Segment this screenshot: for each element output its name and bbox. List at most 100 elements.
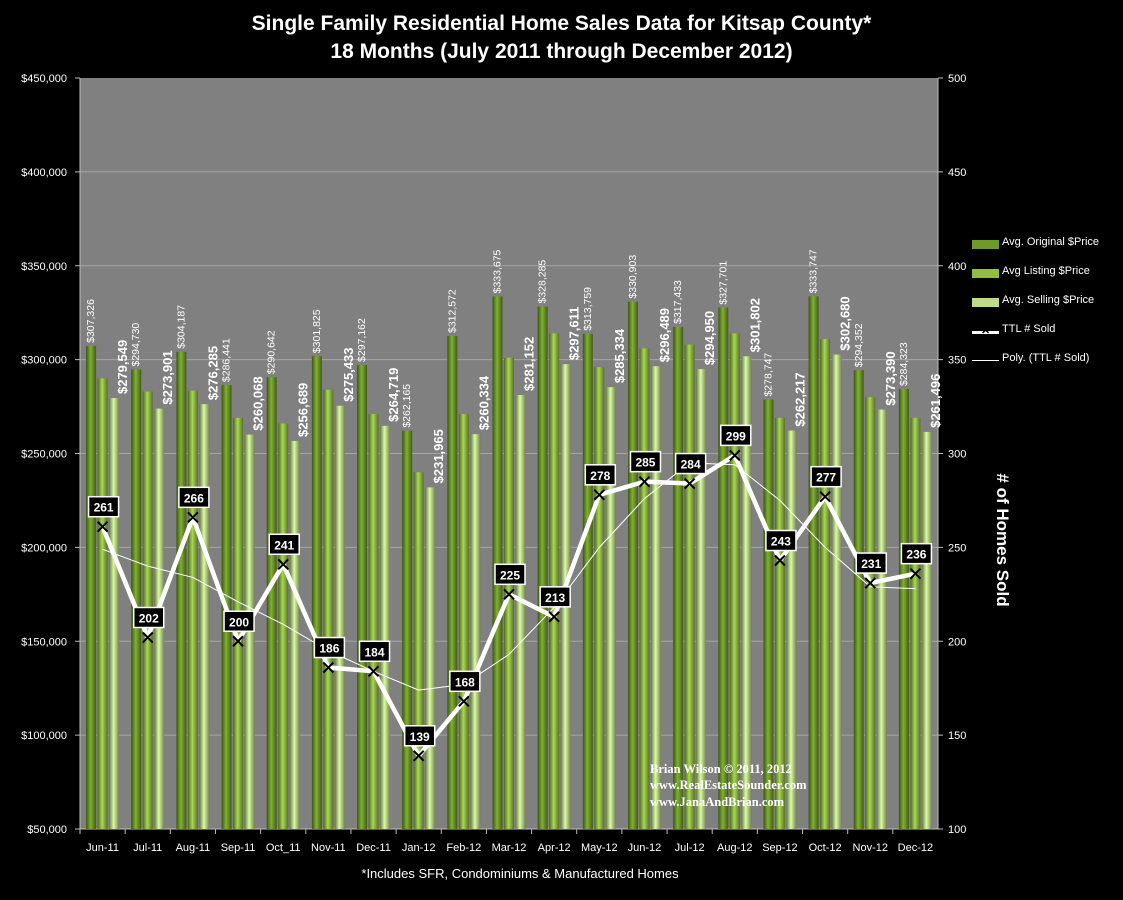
selling-price-label: $301,802 xyxy=(747,298,762,352)
selling-price-label: $260,334 xyxy=(476,375,491,430)
sold-label: 243 xyxy=(771,535,791,549)
bar-original xyxy=(311,356,322,829)
sold-marker xyxy=(277,558,289,570)
y-left-tick-label: $50,000 xyxy=(27,824,67,836)
x-tick-label: Oct-12 xyxy=(809,842,842,854)
x-tick-label: Jun-11 xyxy=(86,842,119,854)
sold-label: 236 xyxy=(906,548,926,562)
x-tick-label: Jul-12 xyxy=(675,842,705,854)
sold-marker xyxy=(232,635,244,647)
sold-marker xyxy=(819,490,831,503)
credit-website-1: www.RealEstateSounder.com xyxy=(650,778,807,792)
sold-label-box xyxy=(674,452,707,475)
sold-label: 202 xyxy=(139,611,159,625)
sold-marker xyxy=(412,750,425,762)
bar-selling xyxy=(831,354,842,829)
bar-listing xyxy=(594,367,605,829)
original-price-label: $330,903 xyxy=(627,255,639,299)
x-tick-label: Oct_11 xyxy=(266,842,301,854)
original-price-label: $294,352 xyxy=(853,323,865,367)
original-price-label: $290,642 xyxy=(266,330,278,374)
sold-label-box xyxy=(449,670,481,693)
legend-swatch-original xyxy=(972,240,999,249)
sold-marker xyxy=(142,631,154,644)
sold-marker xyxy=(503,588,515,601)
x-tick-label: Jun-12 xyxy=(628,842,662,854)
original-price-label: $327,701 xyxy=(717,261,729,305)
x-tick-label: Feb-12 xyxy=(446,842,481,854)
original-price-label: $262,165 xyxy=(401,384,413,428)
credit-website-2: www.JanaAndBrian.com xyxy=(650,795,785,809)
sold-label: 231 xyxy=(861,557,881,571)
original-price-label: $312,572 xyxy=(446,289,458,333)
y-right-tick-label: 450 xyxy=(948,167,966,179)
selling-price-label: $281,152 xyxy=(522,337,537,391)
sold-label-box xyxy=(494,563,526,586)
original-price-label: $333,675 xyxy=(492,249,504,293)
bar-listing xyxy=(774,417,785,829)
x-tick-label: Sep-11 xyxy=(221,842,256,854)
sold-marker xyxy=(458,695,470,708)
selling-price-label: $279,549 xyxy=(115,340,130,394)
bar-original xyxy=(673,326,684,829)
sold-label-box xyxy=(132,606,165,629)
sold-label-box xyxy=(268,533,300,556)
sold-marker xyxy=(187,511,199,524)
selling-price-label: $261,496 xyxy=(928,374,943,428)
sold-label-box xyxy=(539,586,571,608)
bar-selling xyxy=(741,356,752,829)
original-price-label: $307,326 xyxy=(85,299,97,343)
bar-original xyxy=(853,370,864,829)
selling-price-label: $273,901 xyxy=(160,350,175,404)
selling-price-label: $273,390 xyxy=(883,351,898,405)
original-price-label: $301,825 xyxy=(311,309,323,353)
bar-listing xyxy=(97,378,108,829)
selling-price-label: $276,285 xyxy=(205,346,220,400)
bar-original xyxy=(582,333,593,829)
x-tick-label: Jul-11 xyxy=(133,842,162,854)
bar-listing xyxy=(639,348,650,829)
sold-marker xyxy=(909,567,922,580)
original-price-label: $328,285 xyxy=(537,260,549,304)
legend-line-poly xyxy=(972,360,999,361)
sold-label-box xyxy=(178,486,210,509)
bar-listing xyxy=(368,414,379,829)
selling-price-label: $285,334 xyxy=(612,328,627,383)
bar-selling xyxy=(425,487,436,829)
sold-marker xyxy=(548,611,560,623)
bar-original xyxy=(808,296,819,829)
chart-title-line2: 18 Months (July 2011 through December 20… xyxy=(330,40,793,63)
sold-label: 225 xyxy=(500,568,520,582)
y-left-tick-label: $150,000 xyxy=(21,636,67,648)
bar-original xyxy=(402,430,413,829)
sold-marker xyxy=(864,577,876,589)
bar-listing xyxy=(458,414,469,829)
bar-selling xyxy=(650,366,661,829)
bar-selling xyxy=(921,431,932,829)
sold-marker xyxy=(96,521,109,533)
sold-marker xyxy=(367,665,380,677)
bar-listing xyxy=(413,472,424,829)
sold-label-box xyxy=(629,450,662,473)
bar-selling xyxy=(470,434,481,829)
bar-listing xyxy=(187,390,198,829)
sold-marker xyxy=(638,475,651,488)
y-left-tick-label: $200,000 xyxy=(21,542,67,554)
legend-marker-x-icon: ✕ xyxy=(981,325,991,337)
y-right-axis-title: # of Homes Sold xyxy=(993,473,1012,606)
selling-price-label: $296,489 xyxy=(657,308,672,362)
legend-swatch-selling xyxy=(972,298,999,307)
bar-original xyxy=(537,306,548,829)
selling-price-label: $231,965 xyxy=(431,429,446,483)
sold-label-box xyxy=(855,552,888,574)
sold-label: 213 xyxy=(545,591,565,605)
bar-original xyxy=(718,307,729,830)
x-tick-label: May-12 xyxy=(581,842,618,854)
bar-listing xyxy=(865,397,876,829)
credit-author: Brian Wilson © 2011, 2012 xyxy=(650,762,792,776)
original-price-label: $317,433 xyxy=(672,280,684,324)
y-right-tick-label: 100 xyxy=(948,824,966,836)
sold-label: 168 xyxy=(455,675,475,689)
y-right-tick-label: 400 xyxy=(948,261,966,273)
